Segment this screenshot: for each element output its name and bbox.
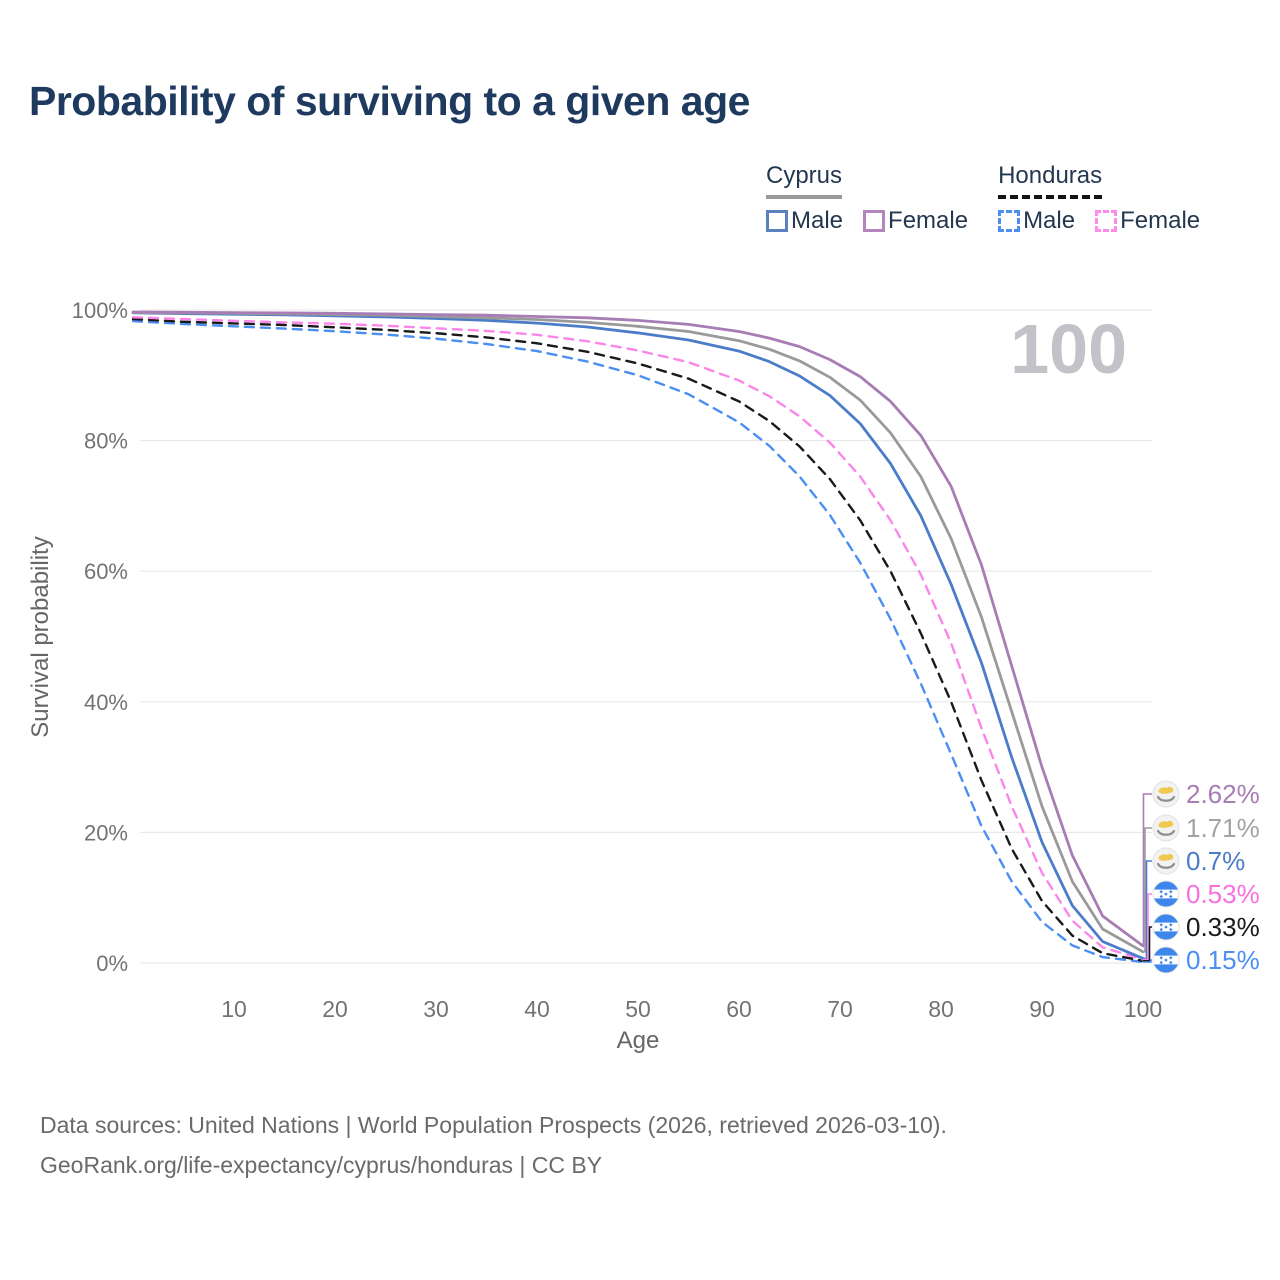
curve-honduras-male [131,319,1145,964]
legend-item-label: Male [1023,207,1076,234]
curve-cyprus-male [131,311,1145,960]
legend-group-honduras: Honduras Male Female [998,162,1200,235]
legend-item-label: Female [1120,207,1201,234]
end-value-label: 0.15% [1186,945,1260,975]
legend-group-cyprus: Cyprus Male Female [766,162,968,235]
legend-swatch-icon [998,210,1021,232]
footer-sources: Data sources: United Nations | World Pop… [40,1112,947,1138]
end-label-connector [1143,959,1152,963]
x-tick-label: 70 [827,996,853,1022]
y-axis-title: Survival probability [27,536,54,737]
end-label-connector [1143,827,1152,953]
x-tick-label: 10 [221,996,247,1022]
y-tick-label: 100% [72,298,128,323]
legend-item-cyprus-female[interactable]: Female [863,207,968,235]
x-tick-label: 20 [322,996,348,1022]
curve-cyprus-both [131,311,1145,954]
footer-attribution: GeoRank.org/life-expectancy/cyprus/hondu… [40,1152,603,1178]
cyprus-flag-icon [1152,780,1180,808]
x-tick-label: 80 [928,996,954,1022]
y-tick-label: 60% [84,559,128,584]
legend-country-honduras: Honduras [998,162,1103,199]
cyprus-flag-icon [1152,847,1180,875]
x-tick-label: 90 [1029,996,1055,1022]
end-value-label: 0.7% [1186,846,1245,876]
age-watermark: 100 [1010,310,1127,388]
end-label-connector [1143,926,1152,962]
cyprus-flag-icon [1152,814,1180,842]
end-value-label: 2.62% [1186,779,1260,809]
y-tick-label: 20% [84,820,128,845]
legend-item-honduras-male[interactable]: Male [998,207,1075,235]
legend-item-label: Female [888,207,969,234]
legend-country-cyprus: Cyprus [766,162,843,199]
x-tick-label: 100 [1124,996,1162,1022]
x-axis-title: Age [617,1027,660,1054]
y-tick-label: 80% [84,429,128,454]
curve-honduras-female [131,316,1145,961]
legend: Cyprus Male Female Honduras Male Female [766,162,1200,235]
footer: Data sources: United Nations | World Pop… [40,1105,947,1185]
x-tick-label: 50 [625,996,651,1022]
page-title: Probability of surviving to a given age [29,78,750,124]
honduras-flag-icon [1152,913,1180,941]
legend-swatch-icon [863,210,886,232]
end-label-connector [1143,860,1152,960]
legend-swatch-icon [1095,210,1118,232]
x-tick-label: 30 [423,996,449,1022]
y-tick-label: 40% [84,690,128,715]
end-value-label: 0.33% [1186,912,1260,942]
legend-item-label: Male [791,207,844,234]
y-tick-label: 0% [96,951,128,976]
honduras-flag-icon [1152,880,1180,908]
legend-item-honduras-female[interactable]: Female [1095,207,1200,235]
end-value-label: 0.53% [1186,879,1260,909]
honduras-flag-icon [1152,946,1180,974]
legend-item-cyprus-male[interactable]: Male [766,207,843,235]
curve-cyprus-female [131,310,1145,948]
end-label-connector [1143,893,1152,961]
curve-honduras-both [131,317,1145,962]
x-tick-label: 40 [524,996,550,1022]
end-label-connector [1142,793,1152,947]
end-value-label: 1.71% [1186,813,1260,843]
legend-swatch-icon [766,210,788,232]
x-tick-label: 60 [726,996,752,1022]
